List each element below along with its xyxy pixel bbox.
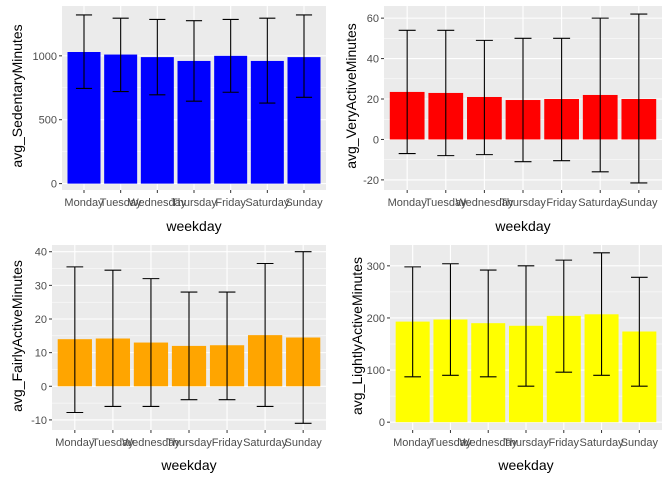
y-axis-title: avg_LightlyActiveMinutes (349, 257, 365, 415)
y-tick-label: 300 (367, 261, 385, 273)
y-tick-label: -20 (363, 175, 379, 187)
x-tick-label-friday: Friday (546, 197, 577, 209)
error-bar-wednesday (475, 39, 493, 156)
error-bar-friday (555, 259, 573, 373)
x-tick-label-thursday: Thursday (171, 197, 217, 209)
y-tick-label: -10 (31, 415, 47, 427)
error-bar-saturday (256, 262, 274, 408)
y-tick-label: 100 (367, 365, 385, 377)
error-bar-monday (398, 29, 416, 155)
error-bar-friday (222, 18, 239, 93)
y-tick-label: 40 (35, 247, 47, 259)
error-bar-thursday (517, 265, 535, 387)
chart-panel-2: -20 0 20 40 60 MondayTuesdayWednesdayThursday… (343, 6, 662, 234)
x-tick-label-tuesday: Tuesday (430, 437, 472, 449)
x-axis-title: weekday (160, 457, 216, 473)
error-bar-sunday (295, 14, 313, 98)
x-tick-label-tuesday: Tuesday (92, 437, 134, 449)
error-bar-thursday (180, 291, 198, 401)
x-axis-title: weekday (165, 218, 221, 234)
x-tick-label-friday: Friday (212, 437, 243, 449)
y-tick-label: 30 (35, 280, 47, 292)
x-tick-label-wednesday: Wednesday (128, 197, 186, 209)
y-tick-label: 200 (367, 313, 385, 325)
x-tick-label-friday: Friday (215, 197, 246, 209)
error-bar-monday (404, 266, 421, 378)
y-tick-label: 0 (373, 134, 379, 146)
chart-panel-4: 0 100 200 300 MondayTuesdayWednesdayThursday… (349, 245, 662, 473)
x-tick-label-saturday: Saturday (243, 437, 288, 449)
chart-panel-1: 0 500 1000 MondayTuesdayWednesdayThursdayFr… (9, 6, 326, 234)
y-tick-label: 20 (35, 314, 47, 326)
error-bar-monday (75, 14, 93, 89)
y-tick-label: 0 (41, 381, 47, 393)
x-tick-label-monday: Monday (55, 437, 95, 449)
y-axis-title: avg_FairlyActiveMinutes (9, 260, 25, 412)
x-tick-label-sunday: Sunday (285, 197, 323, 209)
error-bar-sunday (630, 13, 648, 184)
error-bar-tuesday (104, 269, 122, 408)
error-bar-saturday (591, 17, 609, 173)
x-tick-label-wednesday: Wednesday (122, 437, 180, 449)
y-tick-label: 1000 (33, 51, 57, 63)
error-bar-tuesday (112, 17, 129, 93)
x-tick-label-thursday: Thursday (503, 437, 549, 449)
y-axis-title: avg_SedentaryMinutes (9, 24, 25, 167)
error-bar-tuesday (442, 263, 459, 376)
x-tick-label-sunday: Sunday (285, 437, 323, 449)
y-axis-title: avg_VeryActiveMinutes (343, 23, 359, 169)
y-tick-label: 60 (367, 13, 379, 25)
x-tick-label-thursday: Thursday (166, 437, 212, 449)
error-bar-friday (553, 37, 571, 162)
y-tick-label: 0 (379, 417, 385, 429)
error-bar-thursday (514, 37, 532, 163)
chart-panel-3: -10 0 10 20 30 40 MondayTuesdayWednesdayThursd… (9, 245, 326, 473)
x-tick-label-saturday: Saturday (580, 437, 625, 449)
error-bar-thursday (185, 20, 203, 102)
x-axis-title: weekday (497, 457, 553, 473)
error-bar-friday (218, 291, 236, 401)
error-bar-wednesday (479, 269, 497, 378)
y-tick-label: 500 (39, 115, 57, 127)
error-bar-wednesday (142, 278, 160, 408)
x-tick-label-thursday: Thursday (500, 197, 546, 209)
error-bar-tuesday (437, 29, 455, 157)
error-bar-sunday (294, 251, 312, 424)
error-bar-saturday (593, 252, 610, 376)
x-tick-label-wednesday: Wednesday (455, 197, 513, 209)
y-tick-label: 20 (367, 94, 379, 106)
error-bar-wednesday (149, 18, 166, 96)
x-tick-label-saturday: Saturday (245, 197, 290, 209)
x-tick-label-friday: Friday (548, 437, 579, 449)
error-bar-saturday (259, 17, 276, 104)
x-tick-label-monday: Monday (64, 197, 104, 209)
x-tick-label-sunday: Sunday (620, 197, 658, 209)
x-tick-label-sunday: Sunday (621, 437, 659, 449)
y-tick-label: 10 (35, 348, 47, 360)
error-bar-sunday (631, 276, 648, 387)
x-tick-label-tuesday: Tuesday (425, 197, 467, 209)
x-tick-label-tuesday: Tuesday (100, 197, 142, 209)
y-tick-label: 40 (367, 54, 379, 66)
x-tick-label-monday: Monday (388, 197, 428, 209)
y-tick-label: 0 (51, 179, 57, 191)
x-tick-label-wednesday: Wednesday (459, 437, 517, 449)
error-bar-monday (66, 266, 84, 414)
x-tick-label-saturday: Saturday (578, 197, 623, 209)
x-axis-title: weekday (494, 218, 550, 234)
x-tick-label-monday: Monday (393, 437, 433, 449)
